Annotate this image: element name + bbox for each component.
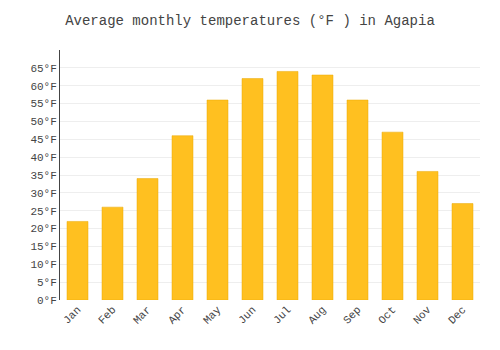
svg-text:Average monthly temperatures (: Average monthly temperatures (°F ) in Ag… [65, 13, 435, 29]
svg-text:40°F: 40°F [30, 152, 56, 164]
svg-text:65°F: 65°F [30, 63, 56, 75]
svg-text:Nov: Nov [411, 304, 434, 327]
svg-text:20°F: 20°F [30, 223, 56, 235]
svg-text:Jun: Jun [236, 304, 258, 326]
svg-text:Sep: Sep [341, 304, 363, 326]
svg-text:35°F: 35°F [30, 170, 56, 182]
svg-text:Jan: Jan [61, 304, 83, 326]
svg-text:Dec: Dec [446, 304, 468, 326]
svg-text:May: May [201, 304, 224, 327]
svg-text:45°F: 45°F [30, 134, 56, 146]
svg-text:Oct: Oct [376, 304, 398, 326]
svg-text:25°F: 25°F [30, 206, 56, 218]
svg-text:60°F: 60°F [30, 81, 56, 93]
svg-text:Mar: Mar [131, 304, 153, 326]
svg-text:15°F: 15°F [30, 241, 56, 253]
svg-text:Apr: Apr [166, 304, 188, 326]
svg-text:0°F: 0°F [37, 295, 57, 307]
svg-text:50°F: 50°F [30, 116, 56, 128]
svg-text:Jul: Jul [271, 304, 293, 326]
svg-text:Feb: Feb [96, 304, 118, 326]
svg-text:5°F: 5°F [37, 277, 57, 289]
svg-text:10°F: 10°F [30, 259, 56, 271]
svg-text:55°F: 55°F [30, 98, 56, 110]
svg-text:30°F: 30°F [30, 188, 56, 200]
svg-text:Aug: Aug [306, 304, 328, 326]
